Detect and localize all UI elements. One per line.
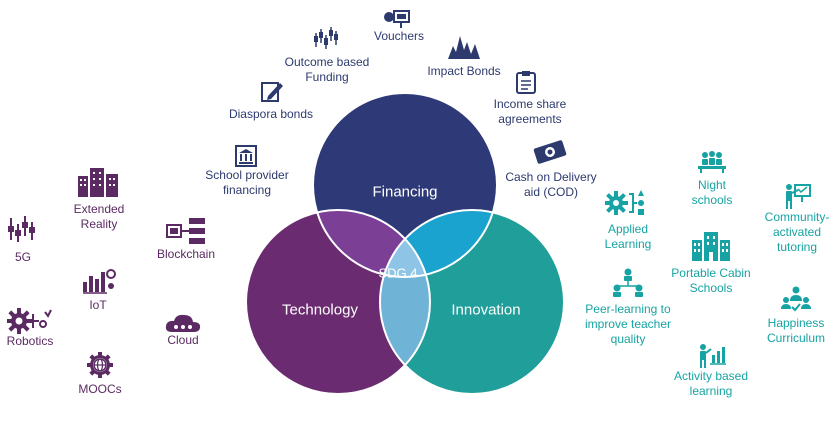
peer-learning-label: Peer-learning to improve teacher quality bbox=[584, 302, 672, 346]
antenna-bars-icon bbox=[6, 214, 36, 244]
diaspora-bonds-label: Diaspora bonds bbox=[228, 107, 314, 121]
classroom-icon bbox=[697, 150, 727, 174]
moocs-label: MOOCs bbox=[78, 382, 122, 396]
globe-gear-icon bbox=[87, 352, 113, 378]
vouchers-label: Vouchers bbox=[373, 29, 425, 43]
cash-icon bbox=[532, 139, 568, 165]
happiness-curriculum-label: Happiness Curriculum bbox=[766, 316, 826, 345]
stock-chart-icon bbox=[312, 25, 342, 51]
document-pen-icon bbox=[260, 80, 284, 104]
5g-label: 5G bbox=[14, 250, 32, 264]
mountain-chart-icon bbox=[447, 32, 481, 60]
school-provider-financing-label: School provider financing bbox=[205, 168, 289, 197]
outcome-based-funding-label: Outcome based Funding bbox=[284, 55, 370, 84]
robotics-gear-icon bbox=[7, 306, 53, 336]
buildings-icon bbox=[76, 166, 120, 198]
income-share-agreements-label: Income share agreements bbox=[493, 97, 567, 126]
cloud-icon bbox=[164, 312, 202, 334]
impact-bonds-label: Impact Bonds bbox=[427, 64, 501, 78]
community-activated-tutoring-label: Community- activated tutoring bbox=[764, 210, 830, 254]
presenter-chart-icon bbox=[696, 343, 726, 369]
applied-learning-label: Applied Learning bbox=[604, 222, 652, 251]
cash-on-delivery-label: Cash on Delivery aid (COD) bbox=[505, 170, 597, 199]
projector-icon bbox=[383, 9, 411, 29]
activity-based-learning-label: Activity based learning bbox=[673, 369, 749, 398]
night-schools-label: Night schools bbox=[691, 178, 733, 207]
network-people-icon bbox=[611, 267, 645, 299]
bank-icon bbox=[234, 144, 258, 168]
people-check-icon bbox=[780, 285, 812, 313]
cloud-label: Cloud bbox=[167, 333, 199, 347]
financing-innovation-overlap bbox=[380, 210, 497, 277]
financing-technology-overlap bbox=[313, 210, 430, 277]
iot-label: IoT bbox=[89, 298, 107, 312]
robotics-label: Robotics bbox=[6, 334, 54, 348]
financing-label: Financing bbox=[372, 183, 438, 201]
innovation-label: Innovation bbox=[451, 301, 521, 319]
teacher-board-icon bbox=[782, 182, 812, 210]
gear-flow-icon bbox=[605, 188, 649, 218]
clipboard-icon bbox=[515, 70, 537, 94]
blockchain-icon bbox=[165, 217, 209, 245]
portable-cabin-schools-label: Portable Cabin Schools bbox=[671, 266, 751, 295]
extended-reality-label: Extended Reality bbox=[73, 202, 125, 231]
iot-chart-icon bbox=[81, 266, 117, 294]
school-building-icon bbox=[690, 230, 732, 262]
center-label: SDG 4 bbox=[378, 265, 418, 281]
technology-label: Technology bbox=[282, 301, 358, 319]
blockchain-label: Blockchain bbox=[156, 247, 216, 261]
